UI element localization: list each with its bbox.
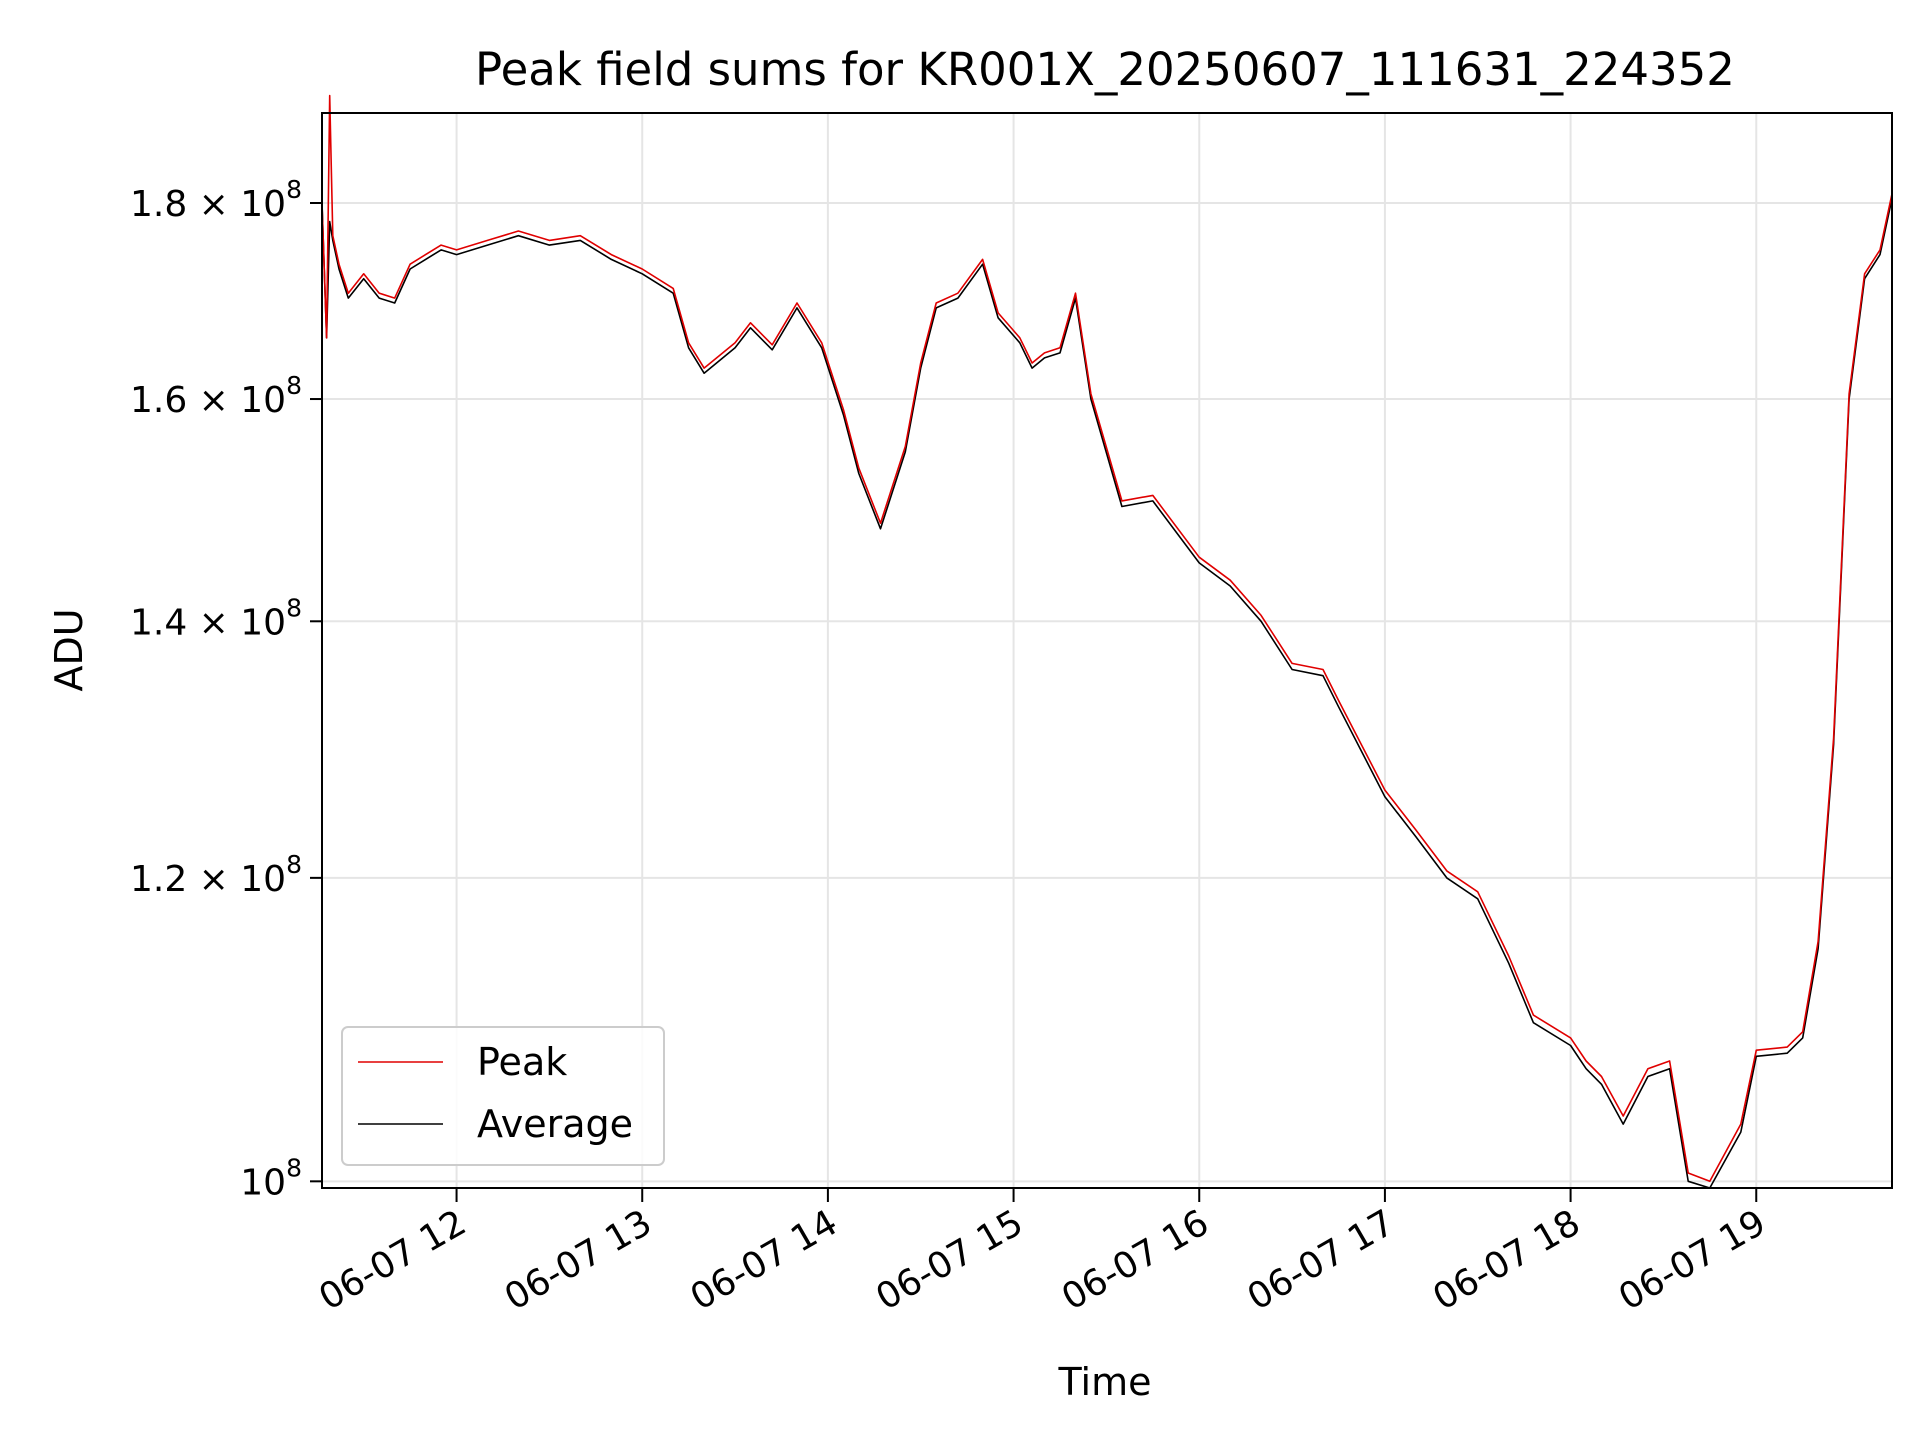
series-line-peak	[321, 94, 1893, 1183]
y-tick-label: 1.4 × 108	[130, 593, 302, 643]
y-tick-exponent: 8	[286, 593, 302, 622]
plot-frame	[321, 112, 1893, 1189]
y-tick-mantissa: 1.6 ×	[130, 380, 240, 421]
x-axis-label: Time	[1058, 1360, 1152, 1404]
series-line-average	[321, 198, 1893, 1189]
y-tick-label: 1.2 × 108	[130, 850, 302, 900]
series-lines	[321, 94, 1893, 1189]
y-tick-exponent: 8	[286, 371, 302, 400]
legend: Peak Average	[341, 1026, 665, 1166]
y-axis-label: ADU	[47, 608, 91, 691]
y-tick-label: 1.8 × 108	[130, 175, 302, 225]
y-tick-label: 108	[240, 1153, 302, 1203]
chart-title: Peak field sums for KR001X_20250607_1116…	[475, 43, 1735, 96]
y-tick-label: 1.6 × 108	[130, 371, 302, 421]
y-tick-mantissa: 1.2 ×	[130, 859, 240, 900]
y-tick-exponent: 8	[286, 1153, 302, 1182]
y-tick-mantissa: 1.4 ×	[130, 602, 240, 643]
y-tick-mantissa: 1.8 ×	[130, 184, 240, 225]
legend-label-average: Average	[477, 1102, 633, 1146]
y-tick-exponent: 8	[286, 850, 302, 879]
y-tick-base: 10	[240, 859, 286, 900]
grid	[322, 113, 1892, 1188]
y-tick-base: 10	[240, 184, 286, 225]
y-tick-base: 10	[240, 380, 286, 421]
y-tick-exponent: 8	[286, 175, 302, 204]
y-tick-base: 10	[240, 602, 286, 643]
legend-label-peak: Peak	[477, 1040, 567, 1084]
y-tick-base: 10	[240, 1162, 286, 1203]
